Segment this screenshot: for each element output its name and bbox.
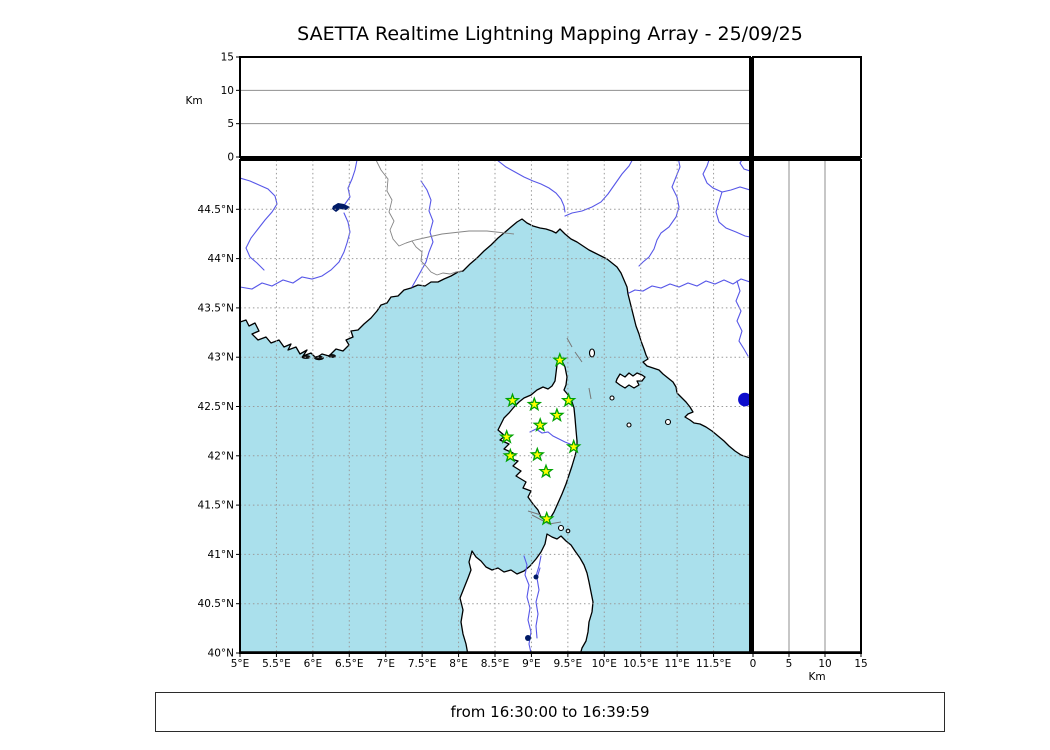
- country-borders: [375, 160, 515, 276]
- islet-montecristo: [626, 422, 632, 428]
- island-sardinia: [459, 533, 594, 653]
- station-markers: [498, 352, 582, 526]
- station-star-marker: [560, 392, 577, 408]
- lat-tick-label: 43°N: [208, 352, 234, 364]
- lon-tick-label: 10°E: [592, 658, 617, 670]
- station-star-marker: [502, 447, 519, 463]
- top-panel-bg: [240, 57, 750, 157]
- lat-tick-label: 40.5°N: [198, 598, 234, 610]
- station-star-marker: [552, 352, 568, 367]
- lon-tick-label: 5.5°E: [262, 658, 291, 670]
- right-altitude-panel: [752, 159, 862, 654]
- time-range-box: from 16:30:00 to 16:39:59: [155, 692, 945, 732]
- lon-tick-label: 10.5°E: [623, 658, 658, 670]
- top-panel-gridlines: [240, 89, 750, 125]
- map-gridlines: [240, 160, 750, 653]
- corner-box: [752, 56, 862, 158]
- islet-pianosa: [609, 395, 615, 401]
- islet-capraia: [588, 348, 596, 358]
- lat-tick-label: 40°N: [208, 648, 234, 660]
- station-star-marker: [526, 396, 543, 412]
- right-panel-gridlines: [788, 160, 826, 653]
- lon-tick-label: 7.5°E: [408, 658, 437, 670]
- station-star-marker: [532, 417, 549, 432]
- lon-tick-label: 6.5°E: [335, 658, 364, 670]
- lightning-event-dot: [738, 392, 750, 407]
- right-alt-tick-label: 15: [854, 658, 867, 670]
- island-corsica: [497, 358, 578, 521]
- right-alt-tick-label: 0: [750, 658, 757, 670]
- time-range-text: from 16:30:00 to 16:39:59: [450, 703, 650, 721]
- top-altitude-panel: [239, 56, 751, 158]
- event-markers: [738, 392, 750, 407]
- lon-tick-label: 11°E: [665, 658, 690, 670]
- lon-tick-label: 9.5°E: [554, 658, 583, 670]
- islet-hyeres-3: [328, 354, 336, 358]
- coastline-mainland: [240, 160, 750, 459]
- station-star-marker: [565, 438, 582, 454]
- station-star-marker: [504, 392, 521, 408]
- lon-tick-label: 6°E: [304, 658, 323, 670]
- axis-tick-labels: 5°E 5.5°E 6°E 6.5°E 7°E 7.5°E 8°E 8.5°E 9°E 9.5°E…: [198, 52, 868, 671]
- lon-tick-label: 11.5°E: [696, 658, 731, 670]
- lake-sardinia-2: [525, 635, 531, 641]
- lake-serre-poncon: [332, 203, 350, 212]
- lat-tick-label: 42°N: [208, 450, 234, 462]
- lake-sardinia-1: [533, 574, 539, 580]
- top-alt-tick-label: 0: [227, 152, 234, 164]
- lat-tick-label: 44.5°N: [198, 204, 234, 216]
- station-star-marker: [538, 463, 554, 479]
- lon-tick-label: 7°E: [376, 658, 395, 670]
- lon-tick-label: 5°E: [231, 658, 250, 670]
- plot-title: SAETTA Realtime Lightning Mapping Array …: [297, 23, 803, 45]
- route-marks: [527, 337, 592, 525]
- right-alt-tick-label: 5: [786, 658, 793, 670]
- lon-tick-label: 8.5°E: [481, 658, 510, 670]
- station-star-marker: [498, 428, 515, 444]
- lat-tick-label: 41.5°N: [198, 500, 234, 512]
- axis-ticks: [236, 56, 862, 657]
- right-alt-tick-label: 10: [818, 658, 831, 670]
- islet-maddalena: [557, 524, 565, 532]
- map-panel: [239, 159, 751, 654]
- station-star-marker: [538, 510, 555, 526]
- islet-hyeres-2: [314, 355, 324, 361]
- lat-tick-label: 41°N: [208, 549, 234, 561]
- top-altitude-unit-label: Km: [185, 95, 202, 107]
- lat-tick-label: 43.5°N: [198, 302, 234, 314]
- top-alt-tick-label: 10: [221, 85, 234, 97]
- island-elba: [615, 372, 646, 389]
- right-panel-bg: [753, 160, 861, 653]
- station-star-marker: [529, 446, 546, 462]
- rivers: [240, 160, 750, 653]
- station-star-marker: [549, 407, 565, 423]
- lat-tick-label: 42.5°N: [198, 401, 234, 413]
- top-alt-tick-label: 15: [221, 52, 234, 64]
- top-alt-tick-label: 5: [227, 118, 234, 130]
- right-altitude-unit-label: Km: [808, 671, 825, 683]
- islet-giglio: [664, 418, 672, 426]
- lon-tick-label: 8°E: [449, 658, 468, 670]
- lon-tick-label: 9°E: [522, 658, 541, 670]
- lat-tick-label: 44°N: [208, 253, 234, 265]
